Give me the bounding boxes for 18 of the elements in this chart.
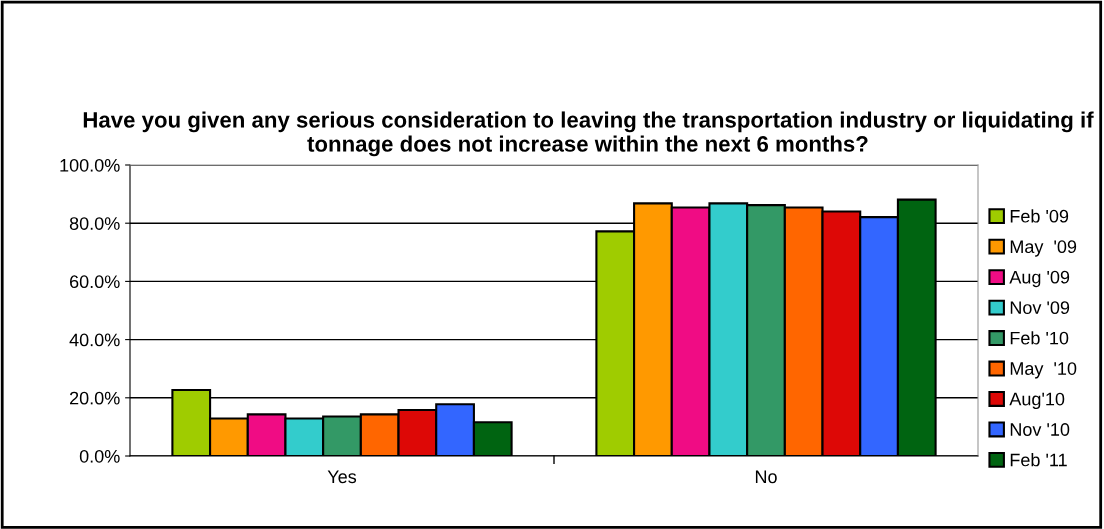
legend-label: May '09 bbox=[1010, 240, 1077, 257]
y-tick-label: 100.0% bbox=[60, 158, 120, 172]
y-tick-label: 0.0% bbox=[79, 449, 120, 463]
legend-label: Nov '10 bbox=[1010, 423, 1070, 436]
y-tick-label: 60.0% bbox=[70, 275, 120, 289]
legend-label: Aug'10 bbox=[1009, 392, 1065, 409]
chart-title: Have you given any serious consideration to leaving the transportation industry or liquidating if tonnage does not increase within the next 6 months? bbox=[83, 111, 1094, 157]
y-tick-label: 20.0% bbox=[69, 391, 120, 405]
legend-label: Feb '11 bbox=[1010, 453, 1067, 467]
x-tick-label: Yes bbox=[327, 470, 357, 484]
legend-label: Feb '09 bbox=[1010, 209, 1069, 223]
legend-label: Feb '10 bbox=[1010, 331, 1069, 345]
legend-label: Nov '09 bbox=[1010, 301, 1070, 315]
legend-label: May '10 bbox=[1010, 362, 1077, 379]
y-tick-label: 80.0% bbox=[69, 217, 120, 230]
x-tick-label: No bbox=[755, 470, 777, 484]
legend-label: Aug '09 bbox=[1009, 270, 1070, 288]
y-tick-label: 40.0% bbox=[69, 333, 120, 347]
